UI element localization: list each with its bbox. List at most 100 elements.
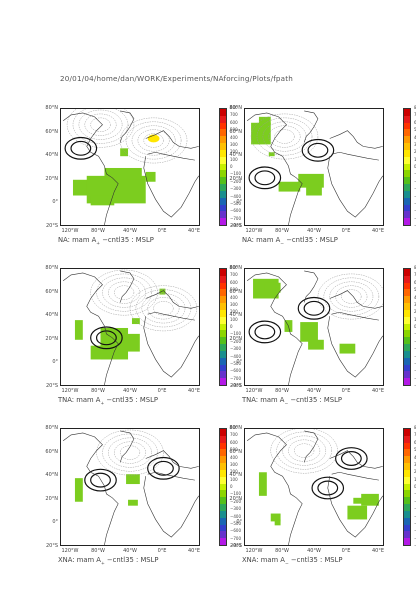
pressure-contour bbox=[119, 445, 141, 460]
longitude-label: 40°W bbox=[307, 548, 321, 554]
colorbar-tick-label: 400 bbox=[230, 294, 238, 300]
colorbar-swatch bbox=[404, 429, 410, 436]
pressure-contour bbox=[96, 429, 164, 476]
coastline bbox=[246, 110, 383, 225]
longitude-label: 120°W bbox=[245, 388, 263, 394]
colorbar-swatch bbox=[404, 449, 410, 457]
colorbar-tick-label: 800 bbox=[230, 265, 238, 270]
pressure-contour bbox=[276, 431, 332, 470]
colorbar bbox=[403, 428, 411, 546]
colorbar-swatch bbox=[404, 316, 410, 324]
colorbar-swatch bbox=[220, 211, 226, 219]
colorbar-tick-label: −700 bbox=[414, 215, 416, 221]
pressure-contour bbox=[131, 125, 176, 156]
colorbar-tick-label: −100 bbox=[230, 491, 241, 497]
colorbar-swatch bbox=[220, 429, 226, 436]
longitude-label: 40°E bbox=[371, 548, 385, 554]
anomaly-patch bbox=[120, 148, 129, 157]
colorbar-tick-label: 200 bbox=[230, 469, 238, 475]
colorbar-tick-label: 400 bbox=[230, 134, 238, 140]
map-panel: 80°N 60°N 40°N 20°N 0° 20°S 120°W 80°W 40°W 0°E 40… bbox=[38, 90, 243, 246]
colorbar-tick-label: −400 bbox=[230, 193, 241, 199]
latitude-label: 60°N bbox=[229, 288, 242, 295]
colorbar-swatch bbox=[404, 190, 410, 198]
map-panel: 80°N 60°N 40°N 20°N 0° 20°S 120°W 80°W 40°W 0°E 40… bbox=[222, 410, 416, 566]
colorbar-swatch bbox=[220, 463, 226, 470]
colorbar-swatch bbox=[404, 497, 410, 505]
pressure-contour bbox=[317, 480, 339, 496]
latitude-label: 80°N bbox=[229, 425, 242, 431]
pressure-contour bbox=[141, 293, 186, 324]
colorbar-tick-label: −400 bbox=[230, 513, 241, 519]
colorbar-swatch bbox=[220, 156, 226, 164]
colorbar-tick-label: 700 bbox=[414, 432, 416, 438]
colorbar-tick-label: −800 bbox=[414, 223, 416, 228]
pressure-contour bbox=[340, 451, 362, 466]
coastline bbox=[246, 270, 383, 385]
colorbar-swatch bbox=[404, 483, 410, 491]
colorbar-tick-label: −100 bbox=[414, 491, 416, 497]
colorbar-swatch bbox=[220, 524, 226, 532]
colorbar-tick-label: 100 bbox=[414, 156, 416, 162]
colorbar-tick-label: −500 bbox=[230, 200, 241, 206]
map-plot bbox=[244, 108, 384, 226]
colorbar-tick-label: 300 bbox=[414, 141, 416, 147]
latitude-label: 40°N bbox=[45, 152, 58, 159]
colorbar-tick-label: 200 bbox=[230, 309, 238, 315]
colorbar-swatch bbox=[220, 190, 226, 198]
colorbar-swatch bbox=[404, 309, 410, 317]
colorbar-tick-label: 300 bbox=[230, 301, 238, 307]
colorbar-tick-label: −700 bbox=[230, 375, 241, 381]
pressure-contour bbox=[102, 433, 158, 472]
longitude-label: 80°W bbox=[91, 548, 105, 554]
colorbar-swatch bbox=[220, 316, 226, 324]
colorbar-swatch bbox=[220, 170, 226, 178]
colorbar-swatch bbox=[220, 442, 226, 450]
colorbar-tick-label: 800 bbox=[230, 425, 238, 430]
pressure-contour bbox=[84, 468, 117, 492]
colorbar-tick-label: −500 bbox=[414, 520, 416, 526]
colorbar-swatch bbox=[220, 122, 226, 130]
colorbar-tick-label: −200 bbox=[230, 338, 241, 344]
colorbar-swatch bbox=[404, 289, 410, 297]
colorbar-tick-label: −300 bbox=[230, 186, 241, 192]
colorbar-swatch bbox=[404, 456, 410, 464]
colorbar-swatch bbox=[220, 350, 226, 358]
latitude-label: 80°N bbox=[229, 265, 242, 271]
colorbar-swatch bbox=[220, 378, 226, 386]
colorbar-swatch bbox=[220, 197, 226, 205]
colorbar-swatch bbox=[404, 476, 410, 484]
latitude-label: 80°N bbox=[45, 105, 58, 111]
colorbar-swatch bbox=[404, 218, 410, 226]
colorbar-tick-label: −800 bbox=[414, 383, 416, 388]
colorbar-tick-label: −800 bbox=[230, 543, 241, 548]
longitude-label: 40°W bbox=[307, 388, 321, 394]
latitude-label: 20°N bbox=[229, 175, 242, 182]
colorbar-swatch bbox=[404, 149, 410, 157]
pressure-contour bbox=[294, 443, 315, 458]
colorbar-swatch bbox=[404, 344, 410, 351]
map-canvas bbox=[246, 270, 383, 385]
longitude-label: 40°W bbox=[123, 228, 137, 234]
map-plot bbox=[244, 428, 384, 546]
colorbar-swatch bbox=[404, 143, 410, 150]
colorbar-tick-label: 100 bbox=[414, 476, 416, 482]
pressure-contour bbox=[282, 435, 327, 466]
colorbar-swatch bbox=[404, 350, 410, 358]
longitude-label: 40°W bbox=[307, 228, 321, 234]
longitude-label: 80°W bbox=[91, 228, 105, 234]
anomaly-patch bbox=[145, 171, 156, 182]
pressure-contour bbox=[311, 476, 345, 500]
colorbar-tick-label: −800 bbox=[230, 223, 241, 228]
colorbar-tick-label: 600 bbox=[230, 439, 238, 445]
pressure-contour bbox=[153, 460, 174, 476]
colorbar-swatch bbox=[220, 510, 226, 518]
colorbar-tick-label: −200 bbox=[414, 498, 416, 504]
longitude-label: 40°W bbox=[123, 388, 137, 394]
map-panel: 80°N 60°N 40°N 20°N 0° 20°S 120°W 80°W 40°W 0°E 40… bbox=[222, 90, 416, 246]
pressure-contour bbox=[135, 289, 192, 328]
colorbar-tick-label: 200 bbox=[414, 309, 416, 315]
colorbar-tick-label: −600 bbox=[414, 208, 416, 214]
colorbar-swatch bbox=[404, 129, 410, 137]
colorbar-swatch bbox=[404, 531, 410, 539]
